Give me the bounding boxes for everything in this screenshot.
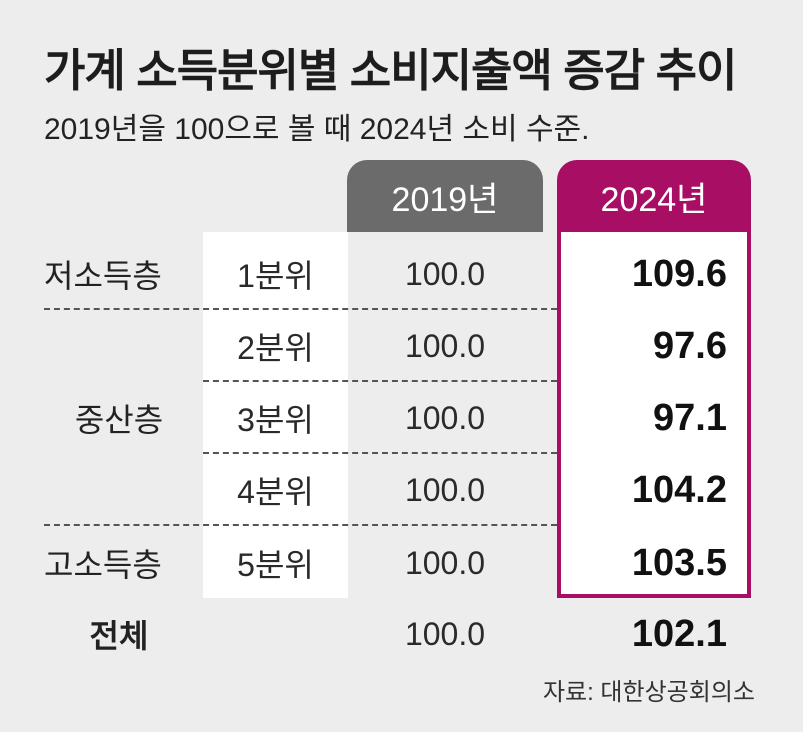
highlight-2024-box [557, 228, 751, 598]
value-2024: 109.6 [631, 252, 727, 295]
quintile-label: 4분위 [237, 474, 314, 510]
column-header-2024: 2024년 [557, 160, 751, 232]
row-divider [44, 308, 557, 310]
row-divider [203, 452, 557, 454]
quintile-label: 3분위 [237, 402, 314, 438]
value-2019: 100.0 [404, 544, 486, 581]
column-header-2019: 2019년 [347, 160, 543, 232]
value-2024: 97.6 [653, 324, 727, 367]
group-label-high: 고소득층 [44, 547, 162, 583]
group-label-middle: 중산층 [74, 402, 164, 438]
value-2019: 100.0 [404, 327, 486, 364]
quintile-label: 5분위 [237, 547, 314, 583]
quintile-label: 1분위 [237, 258, 314, 294]
quintile-label: 2분위 [237, 330, 314, 366]
row-divider [203, 380, 557, 382]
total-label: 전체 [89, 618, 149, 654]
source-note: 자료: 대한상공회의소 [542, 679, 755, 706]
quintile-column-band [203, 232, 348, 598]
chart-subtitle: 2019년을 100으로 볼 때 2024년 소비 수준. [44, 113, 590, 146]
value-2019: 100.0 [404, 471, 486, 508]
highlight-2024-top [557, 228, 751, 232]
total-value-2024: 102.1 [631, 612, 727, 655]
total-value-2019: 100.0 [404, 615, 486, 652]
value-2024: 104.2 [631, 468, 727, 511]
value-2024: 97.1 [653, 396, 727, 439]
group-label-low: 저소득층 [44, 258, 162, 294]
value-2019: 100.0 [404, 399, 486, 436]
row-divider [44, 524, 557, 526]
value-2019: 100.0 [404, 255, 486, 292]
chart-title: 가계 소득분위별 소비지출액 증감 추이 [44, 45, 737, 96]
value-2024: 103.5 [631, 541, 727, 584]
